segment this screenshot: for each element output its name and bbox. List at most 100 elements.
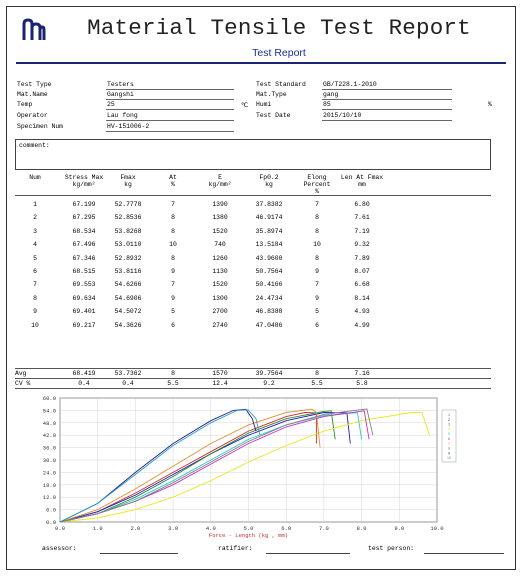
legend-entry-7: 7	[448, 442, 450, 446]
table-cell-r7-c4: 1300	[212, 294, 228, 302]
table-header-rule	[15, 195, 491, 196]
info-label-3: Operator	[17, 112, 48, 119]
table-cell-r7-c7: 8.14	[354, 294, 370, 302]
x-tick-label: 8.0	[357, 525, 367, 532]
x-tick-label: 0.0	[55, 525, 65, 532]
info-label-0: Test Type	[17, 81, 52, 88]
x-axis-label: Force - Length (kg , mm)	[209, 532, 288, 539]
table-cell-r8-c7: 4.93	[354, 308, 370, 316]
info-right-label-2: Humi	[256, 101, 272, 108]
table-cell-r2-c6: 8	[315, 227, 319, 235]
avg-cell-2: 53.7362	[114, 370, 142, 377]
series-line-4	[59, 412, 430, 523]
table-cell-r5-c6: 9	[315, 268, 319, 275]
table-cell-r8-c6: 5	[315, 308, 319, 316]
table-cell-r6-c7: 6.68	[354, 281, 370, 289]
legend-entry-6: 6	[448, 437, 450, 441]
info-value-0: Testers	[107, 81, 134, 88]
cv-cell-7: 5.8	[356, 380, 368, 387]
table-cell-r0-c5: 37.8382	[255, 201, 283, 208]
table-cell-r6-c1: 69.553	[72, 281, 96, 289]
x-tick-label: 4.0	[206, 525, 216, 532]
table-cell-r4-c2: 52.8932	[114, 254, 142, 262]
table-cell-r2-c7: 7.19	[354, 227, 370, 235]
table-cell-r5-c2: 53.8116	[114, 268, 142, 275]
table-header-5: Fp0.2 kg	[259, 174, 279, 188]
x-tick-label: 9.0	[394, 525, 404, 532]
report-title: Material Tensile Test Report	[87, 15, 471, 41]
y-tick-label: 12.0	[43, 494, 56, 501]
table-cell-r9-c4: 2740	[212, 321, 228, 329]
info-right-underline-2	[322, 109, 452, 110]
table-cell-r4-c6: 8	[315, 254, 319, 262]
cv-bottom-rule	[15, 388, 491, 389]
info-label-2: Temp	[17, 101, 33, 108]
info-label-1: Mat.Name	[17, 91, 48, 98]
x-tick-label: 2.0	[130, 525, 140, 532]
table-cell-r4-c1: 67.346	[72, 254, 96, 262]
info-right-label-0: Test Standard	[256, 81, 306, 88]
table-cell-r3-c3: 10	[169, 241, 177, 249]
table-cell-r1-c3: 8	[171, 214, 175, 222]
legend-box	[441, 409, 457, 463]
table-cell-r8-c3: 5	[171, 308, 175, 316]
table-cell-r3-c7: 9.32	[354, 241, 370, 249]
series-line-10	[59, 409, 261, 523]
table-cell-r8-c0: 9	[33, 308, 37, 316]
cv-cell-3: 5.5	[167, 380, 179, 387]
comment-label: comment:	[19, 142, 50, 149]
table-cell-r4-c3: 8	[171, 254, 175, 262]
x-tick-label: 6.0	[281, 525, 291, 532]
info-right-value-1: gang	[323, 91, 339, 98]
y-tick-label: 36.0	[43, 445, 56, 452]
info-value-3: Lau fong	[107, 112, 138, 119]
y-tick-label: 24.0	[43, 469, 56, 476]
avg-cell-4: 1570	[212, 370, 228, 377]
table-cell-r6-c2: 54.6266	[114, 281, 142, 289]
force-length-chart: 0.0 1.0 2.0 3.0 4.0 5.0 6.0 7.0 8.0 9.0 10.0 0.0 6.0…	[43, 395, 457, 539]
table-cell-r1-c6: 8	[315, 214, 319, 222]
y-tick-label: 30.0	[43, 457, 56, 464]
table-cell-r8-c2: 54.5072	[114, 308, 142, 316]
table-cell-r2-c4: 1520	[212, 227, 228, 235]
avg-top-rule	[15, 368, 491, 369]
comment-box: comment:	[15, 139, 491, 170]
avg-cell-0: Avg	[15, 370, 27, 377]
info-right-value-2: 85	[323, 101, 331, 108]
info-underline-1	[106, 99, 234, 100]
x-tick-label: 3.0	[168, 525, 178, 532]
table-cell-r2-c1: 68.534	[72, 227, 96, 235]
table-cell-r3-c0: 4	[33, 241, 37, 249]
cv-cell-5: 9.2	[263, 380, 275, 387]
table-cell-r7-c6: 9	[315, 294, 319, 302]
y-tick-label: 6.0	[46, 507, 56, 514]
x-tick-label: 7.0	[319, 525, 329, 532]
info-value-4: HV-151006-2	[107, 123, 150, 130]
legend-entry-2: 2	[448, 418, 450, 422]
report-subtitle: Test Report	[252, 47, 306, 59]
table-cell-r8-c1: 69.401	[72, 308, 96, 316]
info-right-unit-2: %	[488, 101, 492, 108]
table-header-3: At %	[169, 174, 177, 188]
table-cell-r9-c2: 54.3626	[114, 321, 142, 329]
cv-cell-4: 12.4	[212, 380, 228, 387]
table-cell-r0-c6: 7	[315, 201, 319, 208]
header-divider	[16, 62, 506, 64]
info-label-4: Specimen Num	[17, 123, 64, 130]
series-line-9	[59, 408, 257, 523]
table-cell-r3-c5: 13.5184	[255, 241, 283, 249]
table-cell-r1-c1: 67.295	[72, 214, 96, 222]
table-header-4: E kg/mm²	[208, 174, 232, 188]
info-right-underline-1	[322, 99, 452, 100]
table-cell-r7-c3: 9	[171, 294, 175, 302]
table-cell-r8-c4: 2700	[212, 308, 228, 316]
info-right-value-3: 2015/10/10	[323, 112, 362, 119]
cv-cell-2: 0.4	[122, 380, 134, 387]
table-cell-r1-c4: 1380	[212, 214, 228, 222]
table-cell-r6-c5: 50.4166	[255, 281, 283, 289]
table-cell-r7-c2: 54.6906	[114, 294, 142, 302]
table-cell-r6-c3: 7	[171, 281, 175, 289]
table-cell-r9-c0: 10	[31, 321, 39, 329]
y-tick-label: 54.0	[43, 407, 56, 414]
table-cell-r8-c5: 46.8388	[255, 308, 283, 316]
